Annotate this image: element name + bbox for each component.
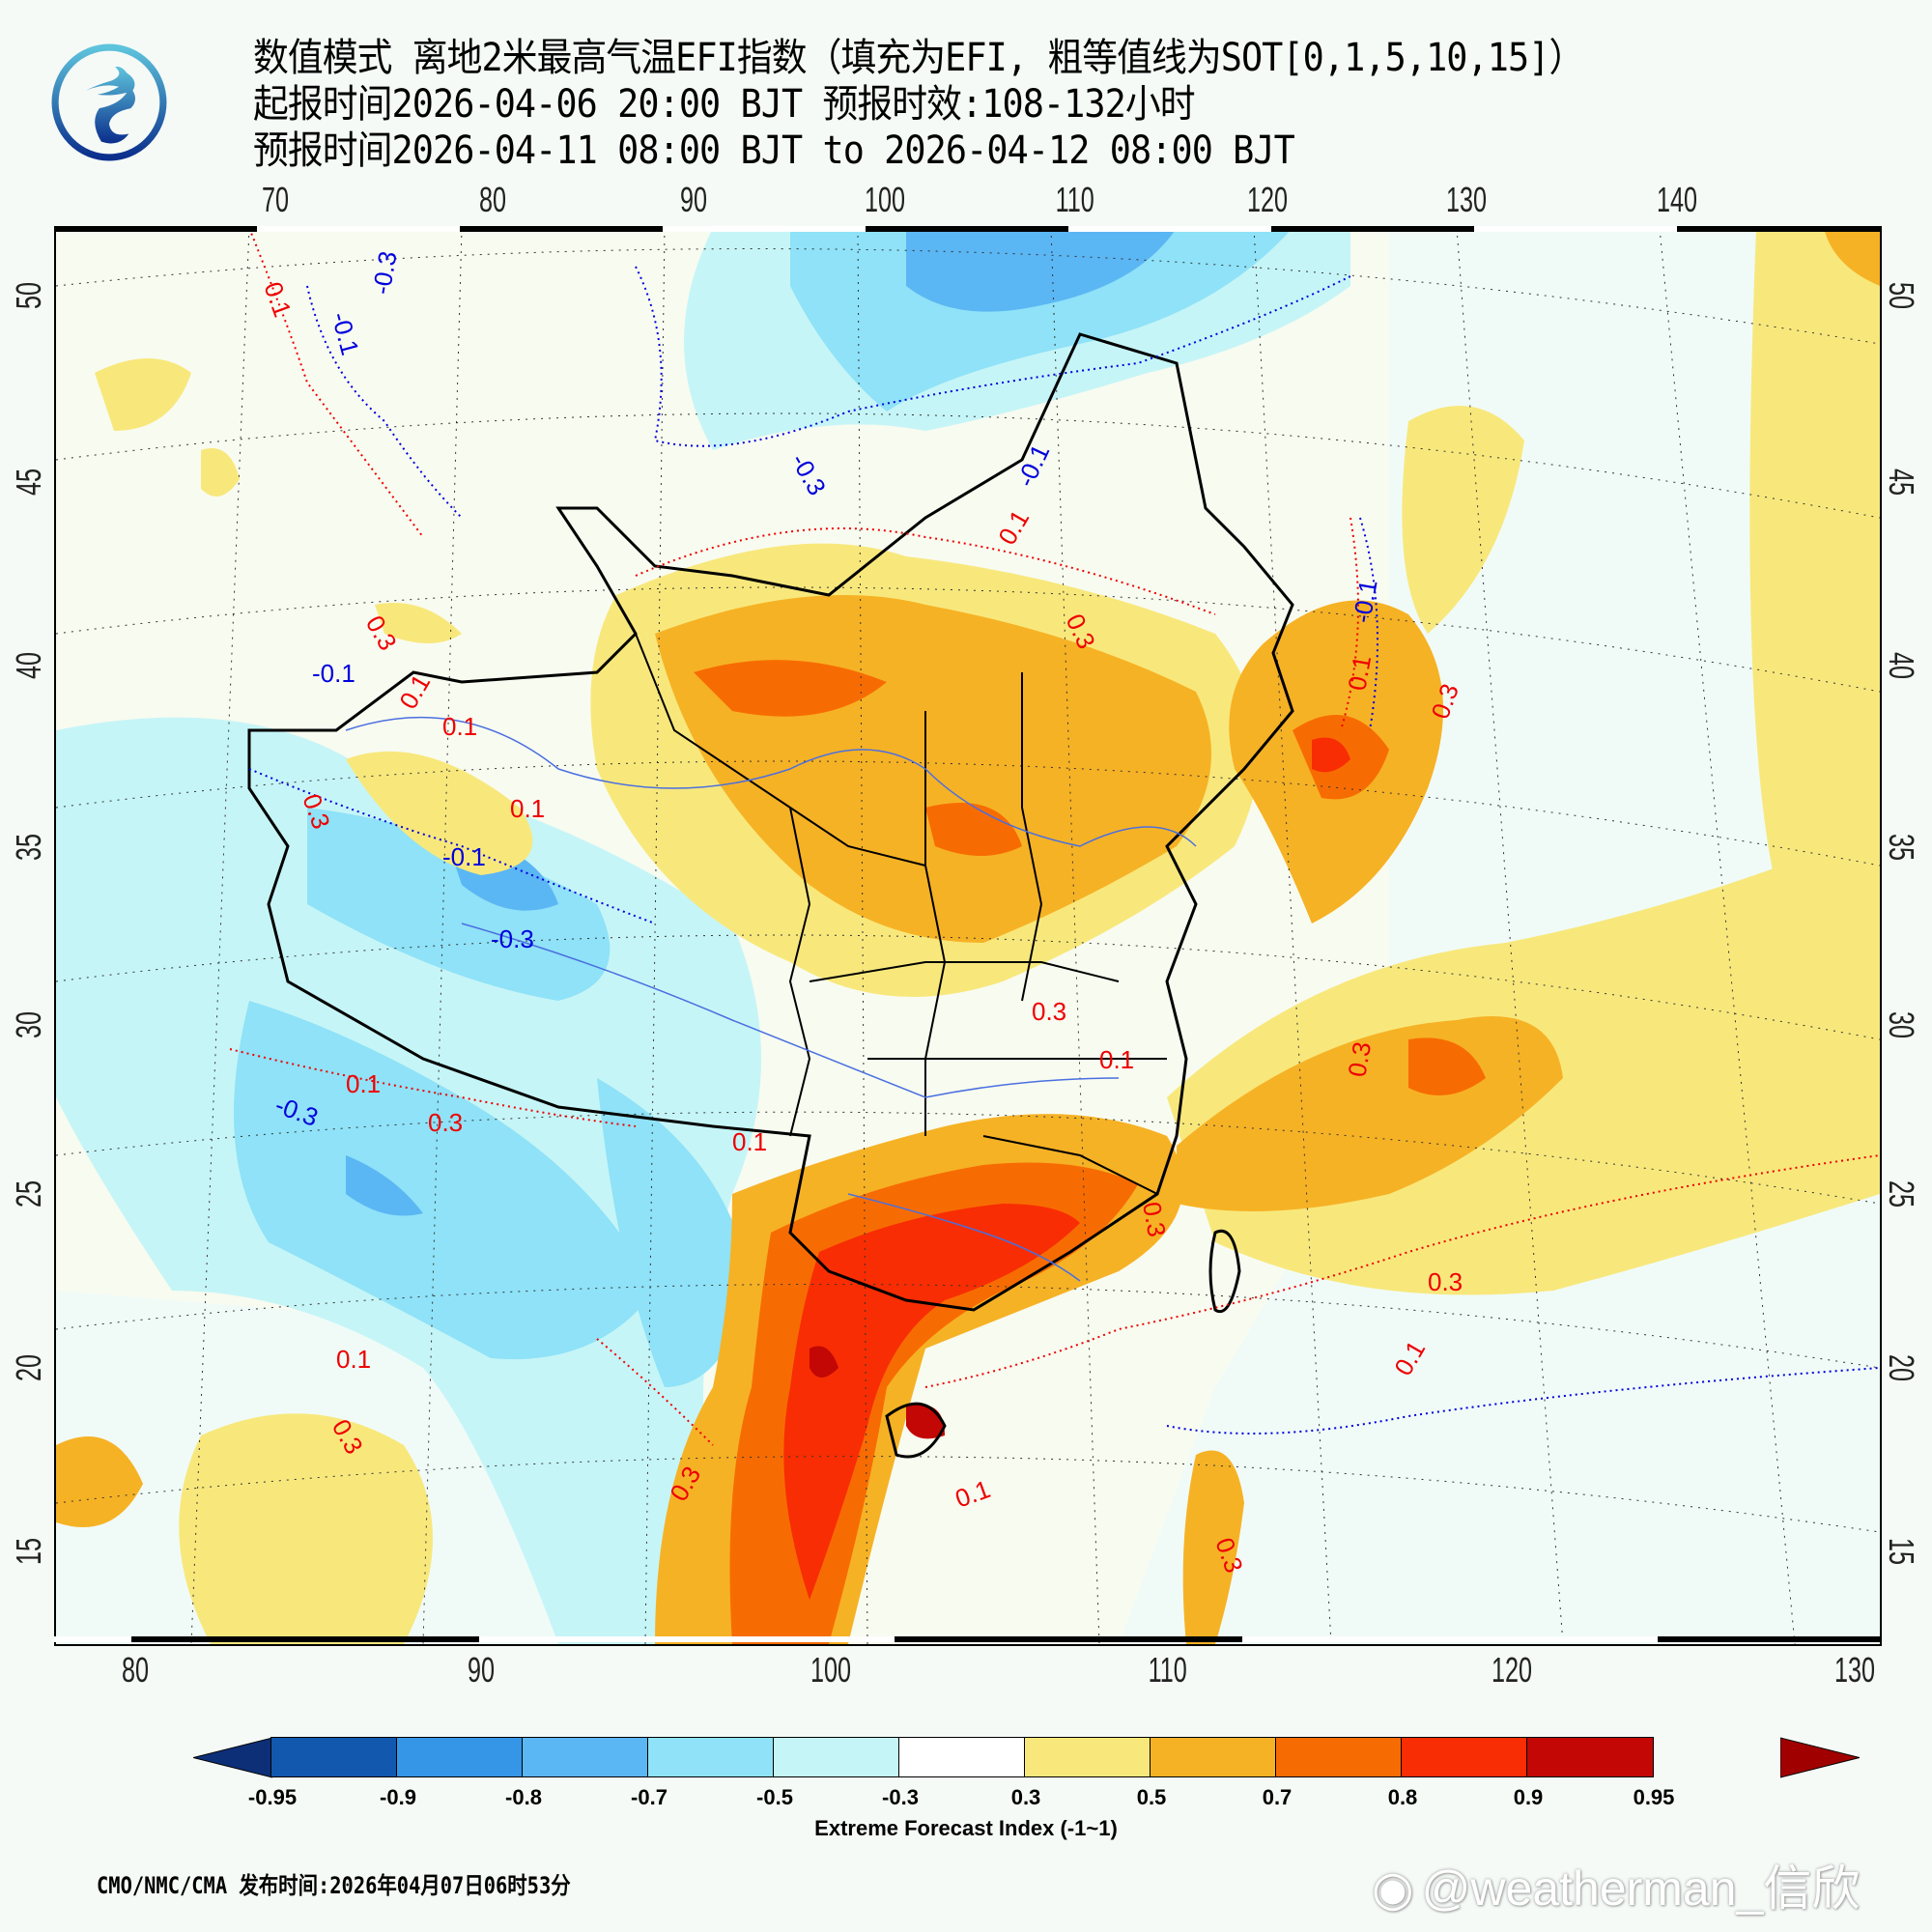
right-lat-tick: 20 [1882, 1353, 1922, 1382]
source-issue-time: CMO/NMC/CMA 发布时间:2026年04月07日06时53分 [97, 1872, 571, 1899]
colorbar-tick-label: 0.95 [1633, 1785, 1675, 1809]
colorbar-tick-label: -0.8 [505, 1785, 542, 1809]
contour-label: 0.1 [732, 1127, 767, 1156]
weibo-icon: ◉ [1372, 1861, 1414, 1916]
left-lat-tick: 45 [9, 468, 49, 497]
left-lat-tick: 30 [9, 1010, 49, 1039]
colorbar-cell [1402, 1738, 1527, 1776]
contour-label: 0.1 [442, 712, 477, 741]
top-lon-tick: 110 [1055, 180, 1094, 219]
right-lat-tick: 40 [1882, 651, 1922, 680]
left-lat-tick: 20 [9, 1353, 49, 1382]
left-lat-tick: 40 [9, 651, 49, 680]
left-lat-tick: 50 [9, 281, 49, 310]
colorbar-tick-label: -0.7 [631, 1785, 668, 1809]
watermark-text: @weatherman_信欣 [1421, 1861, 1861, 1916]
colorbar-title: Extreme Forecast Index (-1~1) [814, 1816, 1118, 1840]
contour-label: 0.1 [1342, 653, 1377, 693]
colorbar-cell [1025, 1738, 1151, 1776]
colorbar-cell [648, 1738, 774, 1776]
weibo-watermark: ◉ @weatherman_信欣 [1372, 1850, 1860, 1919]
contour-label: -0.1 [442, 842, 486, 871]
bottom-lon-tick: 100 [810, 1650, 852, 1690]
left-latitude-axis: 50 45 40 35 30 25 20 15 [0, 0, 54, 1932]
bottom-lon-tick: 110 [1148, 1650, 1187, 1690]
top-lon-tick: 120 [1247, 180, 1289, 219]
left-lat-tick: 25 [9, 1179, 49, 1208]
colorbar-tick-label: 0.3 [1010, 1785, 1041, 1809]
left-lat-tick: 15 [9, 1537, 49, 1566]
title-valid-time: 预报时间2026-04-11 08:00 BJT to 2026-04-12 0… [253, 128, 1295, 173]
top-lon-tick: 80 [479, 180, 507, 219]
contour-label: 0.1 [1099, 1045, 1134, 1074]
contour-label: 0.3 [1032, 997, 1066, 1026]
colorbar-cell [271, 1738, 397, 1776]
colorbar-cell [1151, 1738, 1276, 1776]
colorbar-tick-label: -0.9 [380, 1785, 416, 1809]
right-lat-tick: 45 [1882, 468, 1922, 497]
top-lon-tick: 70 [262, 180, 290, 219]
colorbar-cell [774, 1738, 899, 1776]
efi-field: 0.1-0.1-0.3-0.3 -0.10.10.3-0.10.10.30.3-0… [56, 228, 1880, 1644]
efi-map: 0.1 -0.1 -0.3 -0.3 -0.1 0.1 0.3 -0.1 0.1 0.3 0.3 -0… [54, 226, 1882, 1646]
colorbar-cell [899, 1738, 1025, 1776]
colorbar-cell [1527, 1738, 1653, 1776]
colorbar-cell [1276, 1738, 1402, 1776]
bottom-lon-tick: 130 [1834, 1650, 1876, 1690]
contour-label: 0.3 [1342, 1039, 1377, 1079]
colorbar-left-arrow [193, 1737, 272, 1778]
map-border-ruler [54, 226, 1880, 232]
colorbar-tick-label: 0.8 [1387, 1785, 1418, 1809]
colorbar-cells [270, 1737, 1654, 1777]
bottom-lon-tick: 80 [122, 1650, 150, 1690]
bottom-lon-tick: 120 [1492, 1650, 1533, 1690]
map-border-ruler [54, 1636, 1880, 1642]
contour-label: 0.3 [1137, 1200, 1172, 1239]
contour-label: 0.1 [510, 794, 545, 823]
colorbar-tick-label: -0.3 [882, 1785, 919, 1809]
contour-label: 0.3 [428, 1108, 463, 1137]
top-lon-tick: 140 [1657, 180, 1698, 219]
bottom-lon-tick: 90 [468, 1650, 496, 1690]
right-lat-tick: 50 [1882, 281, 1922, 310]
contour-label: -0.3 [491, 924, 534, 953]
colorbar-tick-label: 0.7 [1262, 1785, 1293, 1809]
colorbar-cell [523, 1738, 648, 1776]
top-lon-tick: 130 [1446, 180, 1488, 219]
title-product: 数值模式 离地2米最高气温EFI指数（填充为EFI, 粗等值线为SOT[0,1,… [253, 36, 1584, 80]
colorbar-tick-label: 0.9 [1513, 1785, 1544, 1809]
colorbar-right-arrow [1780, 1737, 1860, 1778]
colorbar-tick-label: -0.95 [247, 1785, 298, 1809]
title-init-time: 起报时间2026-04-06 20:00 BJT 预报时效:108-132小时 [253, 82, 1196, 127]
contour-label: 0.1 [346, 1069, 381, 1098]
colorbar-cell [397, 1738, 523, 1776]
contour-label: 0.3 [1428, 1267, 1463, 1296]
top-lon-tick: 90 [680, 180, 708, 219]
right-lat-tick: 30 [1882, 1010, 1922, 1039]
left-lat-tick: 35 [9, 833, 49, 862]
colorbar-tick-label: 0.5 [1136, 1785, 1167, 1809]
contour-label: 0.1 [336, 1345, 371, 1374]
contour-label: -0.1 [312, 659, 355, 688]
title-block: 数值模式 离地2米最高气温EFI指数（填充为EFI, 粗等值线为SOT[0,1,… [253, 35, 1699, 174]
right-lat-tick: 15 [1882, 1537, 1922, 1566]
cma-logo-icon [51, 43, 167, 161]
top-longitude-axis: 70 80 90 100 110 120 130 140 [0, 180, 1932, 222]
top-lon-tick: 100 [865, 180, 906, 219]
right-latitude-axis: 50 45 40 35 30 25 20 15 [1878, 0, 1932, 1932]
colorbar-tick-label: -0.5 [756, 1785, 793, 1809]
right-lat-tick: 35 [1882, 833, 1922, 862]
right-lat-tick: 25 [1882, 1179, 1922, 1208]
bottom-longitude-axis: 80 90 100 110 120 130 [0, 1650, 1932, 1698]
